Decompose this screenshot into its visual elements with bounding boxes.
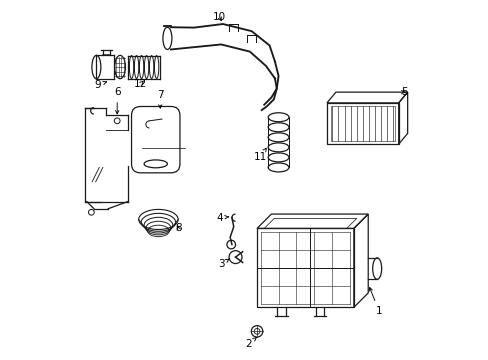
Text: 4: 4	[216, 213, 228, 222]
Text: 3: 3	[218, 259, 229, 269]
Bar	[330, 107, 394, 140]
Text: 1: 1	[368, 288, 382, 316]
Text: 2: 2	[244, 338, 256, 349]
Bar	[257, 228, 353, 307]
Text: 11: 11	[253, 148, 267, 162]
Text: 12: 12	[134, 79, 147, 89]
Text: 5: 5	[400, 87, 407, 97]
Text: 10: 10	[212, 12, 225, 22]
Bar	[326, 103, 398, 144]
Text: 7: 7	[157, 90, 163, 108]
Text: 6: 6	[114, 87, 120, 114]
Text: 9: 9	[94, 80, 106, 90]
FancyBboxPatch shape	[131, 107, 180, 173]
Text: 8: 8	[175, 224, 181, 233]
